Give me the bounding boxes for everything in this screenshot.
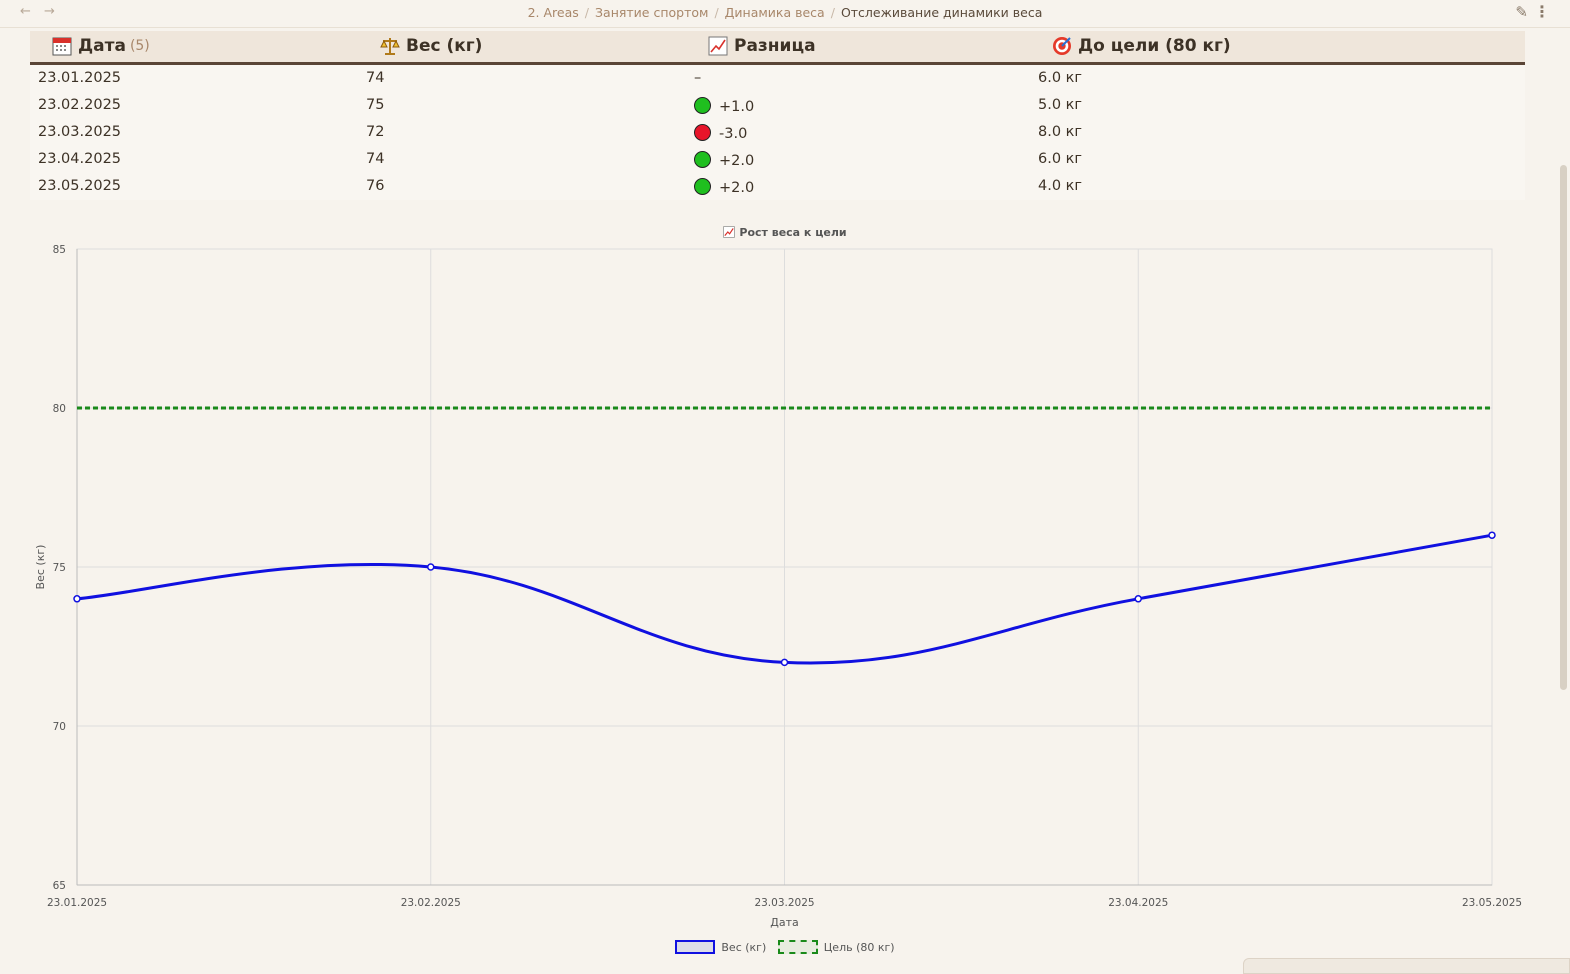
red-circle-icon (694, 124, 711, 141)
data-point-weight (1488, 531, 1496, 539)
table-row: 23.01.2025 74 – 6.0 кг (30, 65, 1525, 92)
column-header-date-label: Дата (78, 36, 126, 56)
y-tick-label: 70 (53, 721, 66, 733)
diff-value: – (694, 70, 702, 86)
back-arrow-icon[interactable]: ← (20, 4, 31, 19)
legend-item-goal[interactable]: Цель (80 кг) (777, 940, 895, 954)
y-tick-label: 85 (53, 244, 66, 256)
column-header-weight[interactable]: Вес (кг) (380, 36, 482, 56)
x-tick-label: 23.05.2025 (1462, 897, 1522, 909)
data-point-weight (427, 563, 435, 571)
cell-date: 23.04.2025 (38, 151, 122, 167)
data-point-weight (780, 658, 789, 667)
table-header: Дата (5) Вес (кг) Разница (30, 31, 1525, 65)
calendar-icon (52, 37, 72, 56)
cell-weight: 74 (366, 70, 385, 86)
table-row: 23.02.2025 75 +1.0 5.0 кг (30, 92, 1525, 119)
cell-date: 23.01.2025 (38, 70, 122, 86)
cell-to-goal: 4.0 кг (1038, 178, 1083, 194)
scrollbar-thumb[interactable] (1560, 165, 1567, 690)
cell-weight: 72 (366, 124, 385, 140)
chart-title: Рост веса к цели (0, 226, 1570, 239)
column-header-goal[interactable]: До цели (80 кг) (1052, 36, 1231, 56)
cell-weight: 76 (366, 178, 385, 194)
breadcrumb-current[interactable]: Отслеживание динамики веса (840, 5, 1043, 20)
data-point-weight (1134, 595, 1142, 603)
column-header-weight-label: Вес (кг) (406, 36, 483, 56)
cell-weight: 74 (366, 151, 385, 167)
chart-increasing-icon (708, 36, 728, 56)
forward-arrow-icon[interactable]: → (44, 4, 55, 19)
cell-to-goal: 6.0 кг (1038, 151, 1083, 167)
green-circle-icon (694, 178, 711, 195)
table-body: 23.01.2025 74 – 6.0 кг 23.02.2025 75 +1.… (30, 65, 1525, 200)
table-row: 23.04.2025 74 +2.0 6.0 кг (30, 146, 1525, 173)
cell-date: 23.03.2025 (38, 124, 122, 140)
diff-value: -3.0 (719, 126, 748, 142)
column-header-diff[interactable]: Разница (708, 36, 816, 56)
breadcrumb-item-weight[interactable]: Динамика веса (724, 5, 825, 20)
cell-to-goal: 6.0 кг (1038, 70, 1083, 86)
cell-weight: 75 (366, 97, 385, 113)
legend-label-goal: Цель (80 кг) (823, 940, 895, 954)
chart-increasing-icon (723, 226, 736, 238)
legend-item-weight[interactable]: Вес (кг) (675, 940, 766, 954)
cell-to-goal: 8.0 кг (1038, 124, 1083, 140)
breadcrumb-item-sport[interactable]: Занятие спортом (595, 5, 709, 20)
x-tick-label: 23.02.2025 (401, 897, 461, 909)
target-icon (1053, 37, 1071, 55)
cell-diff: +2.0 (694, 151, 754, 169)
diff-value: +2.0 (719, 180, 755, 196)
legend-label-weight: Вес (кг) (721, 940, 767, 954)
legend-swatch-weight (675, 940, 716, 954)
breadcrumb-item-areas[interactable]: 2. Areas (527, 5, 579, 20)
balance-scale-icon (380, 38, 400, 55)
diff-value: +1.0 (719, 99, 755, 115)
column-header-diff-label: Разница (734, 36, 816, 56)
weight-table: Дата (5) Вес (кг) Разница (30, 31, 1525, 200)
cell-date: 23.02.2025 (38, 97, 122, 113)
top-bar: ← → 2. Areas / Занятие спортом / Динамика ве… (0, 0, 1570, 28)
data-point-weight (73, 595, 81, 603)
table-row: 23.05.2025 76 +2.0 4.0 кг (30, 173, 1525, 200)
green-circle-icon (694, 151, 711, 168)
legend-swatch-goal (777, 940, 818, 954)
y-axis-label: Вес (кг) (34, 545, 47, 590)
chart-legend: Вес (кг) Цель (80 кг) (0, 940, 1570, 957)
cell-diff: +2.0 (694, 178, 754, 196)
diff-value: +2.0 (719, 153, 755, 169)
x-tick-label: 23.03.2025 (754, 897, 814, 909)
pencil-icon[interactable]: ✎ (1515, 3, 1528, 21)
more-vertical-icon[interactable]: ⋮ (1534, 2, 1550, 21)
status-bar (1243, 958, 1570, 974)
green-circle-icon (694, 97, 711, 114)
column-header-goal-label: До цели (80 кг) (1078, 36, 1231, 56)
cell-date: 23.05.2025 (38, 178, 122, 194)
cell-diff: – (694, 70, 701, 86)
y-tick-label: 75 (53, 562, 66, 574)
cell-to-goal: 5.0 кг (1038, 97, 1083, 113)
cell-diff: -3.0 (694, 124, 747, 142)
y-tick-label: 80 (53, 403, 66, 415)
row-count: (5) (129, 38, 150, 54)
table-row: 23.03.2025 72 -3.0 8.0 кг (30, 119, 1525, 146)
x-tick-label: 23.01.2025 (47, 897, 107, 909)
x-axis-label: Дата (770, 916, 798, 929)
chart-title-text: Рост веса к цели (739, 226, 847, 239)
breadcrumb: 2. Areas / Занятие спортом / Динамика веса / О… (527, 5, 1043, 20)
y-tick-label: 65 (53, 880, 66, 892)
x-tick-label: 23.04.2025 (1108, 897, 1168, 909)
cell-diff: +1.0 (694, 97, 754, 115)
column-header-date[interactable]: Дата (5) (52, 36, 150, 56)
